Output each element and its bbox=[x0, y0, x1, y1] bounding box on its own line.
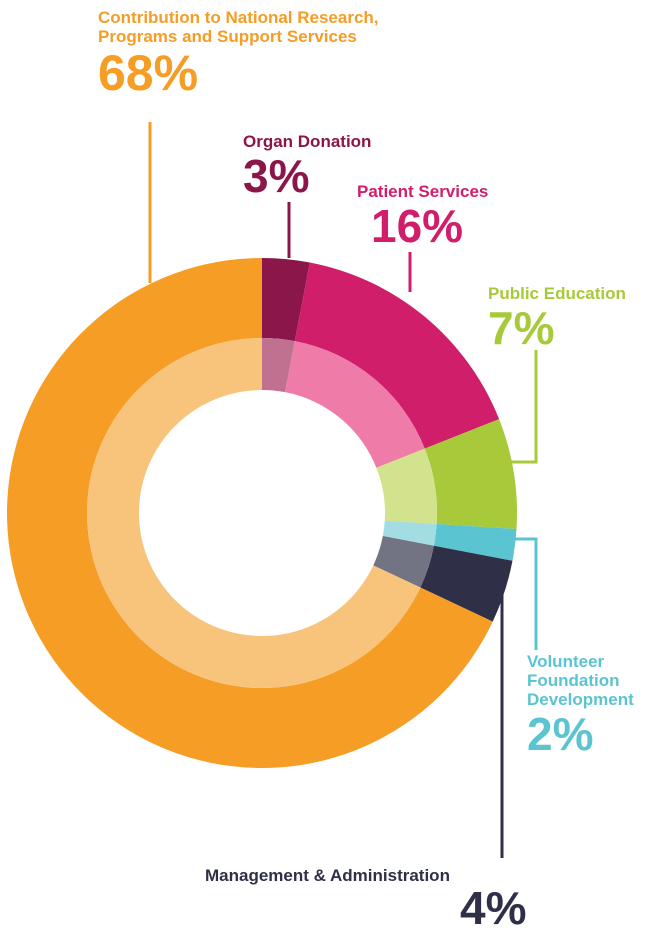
slice-public-education bbox=[424, 419, 518, 530]
label-volunteer-line1: Volunteer bbox=[527, 652, 605, 671]
label-management-name: Management & Administration bbox=[205, 866, 450, 885]
label-management: Management & Administration 4% bbox=[205, 866, 526, 931]
label-education-pct: 7% bbox=[488, 302, 555, 355]
slice-contribution-to-national-research-programs-and-support-services bbox=[7, 258, 493, 769]
slice-inner-organ-donation bbox=[262, 338, 295, 393]
label-education-name: Public Education bbox=[488, 284, 626, 303]
label-contribution-line2: Programs and Support Services bbox=[98, 27, 357, 47]
label-patient-name: Patient Services bbox=[357, 182, 489, 201]
label-management-pct: 4% bbox=[460, 882, 527, 934]
slice-organ-donation bbox=[262, 258, 310, 342]
label-patient-pct: 16% bbox=[371, 200, 464, 253]
label-organ-pct: 3% bbox=[243, 150, 310, 203]
label-volunteer-line3: Development bbox=[527, 690, 634, 710]
slice-inner-volunteer-foundation-development bbox=[382, 520, 437, 546]
label-organ: Organ Donation 3% bbox=[243, 132, 371, 199]
label-organ-name: Organ Donation bbox=[243, 132, 372, 151]
label-education: Public Education 7% bbox=[488, 284, 626, 351]
slice-patient-services bbox=[294, 262, 500, 449]
label-volunteer-pct: 2% bbox=[527, 708, 594, 761]
leader-line-education bbox=[511, 350, 538, 464]
slice-volunteer-foundation-development bbox=[433, 523, 517, 561]
label-patient: Patient Services 16% bbox=[357, 182, 488, 249]
label-contribution: Contribution to National Research, Progr… bbox=[98, 8, 379, 98]
leader-line-volunteer bbox=[513, 537, 538, 650]
slice-management-administration bbox=[420, 545, 513, 622]
slice-inner-management-administration bbox=[373, 536, 434, 588]
slice-inner-patient-services bbox=[285, 341, 425, 468]
slice-inner-public-education bbox=[376, 448, 437, 524]
label-volunteer: Volunteer Foundation Development 2% bbox=[527, 652, 634, 757]
label-volunteer-line2: Foundation bbox=[527, 671, 620, 691]
slice-inner-contribution-to-national-research-programs-and-support-services bbox=[87, 338, 421, 688]
label-contribution-line1: Contribution to National Research, bbox=[98, 8, 379, 27]
label-contribution-pct: 68% bbox=[98, 45, 199, 102]
